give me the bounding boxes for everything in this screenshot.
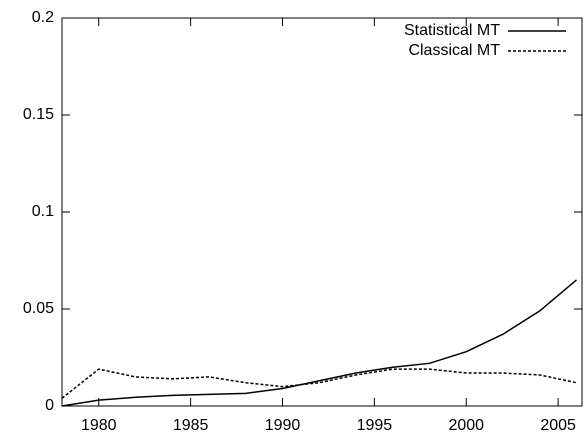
legend-label: Statistical MT xyxy=(404,22,500,39)
x-tick-label: 1995 xyxy=(357,417,393,434)
y-tick-label: 0.05 xyxy=(23,300,54,317)
y-tick-label: 0 xyxy=(45,397,54,414)
x-tick-label: 2000 xyxy=(448,417,484,434)
series-line xyxy=(61,279,577,407)
x-tick-label: 1985 xyxy=(173,417,209,434)
x-tick-label: 2005 xyxy=(540,417,576,434)
x-tick-label: 1980 xyxy=(81,417,117,434)
y-tick-label: 0.15 xyxy=(23,106,54,123)
x-tick-label: 1990 xyxy=(265,417,301,434)
y-tick-label: 0.1 xyxy=(32,203,54,220)
plot-frame xyxy=(61,17,583,407)
legend-label: Classical MT xyxy=(408,42,500,59)
y-tick-label: 0.2 xyxy=(32,9,54,26)
series-line xyxy=(61,368,577,399)
